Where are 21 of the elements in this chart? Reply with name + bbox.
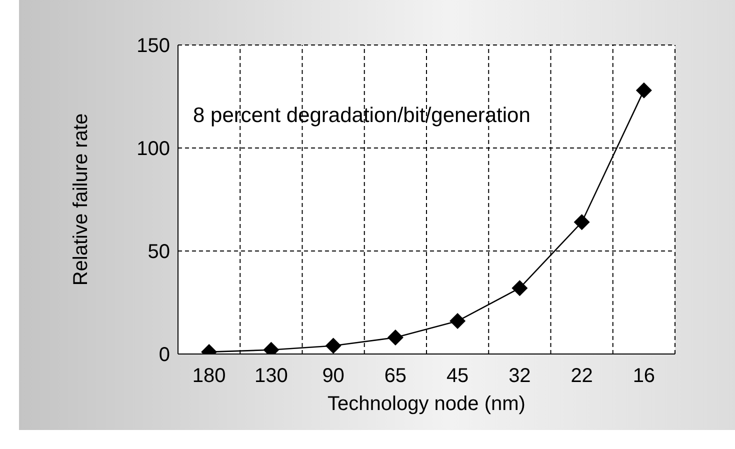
annotation: 8 percent degradation/bit/generation xyxy=(193,104,530,128)
point xyxy=(574,214,590,230)
x-tick-label: 90 xyxy=(322,365,344,388)
x-tick-label: 32 xyxy=(508,365,531,388)
x-tick-label: 130 xyxy=(254,365,288,388)
point xyxy=(387,330,404,346)
y-tick-label: 50 xyxy=(148,241,170,264)
x-tick-label: 45 xyxy=(446,365,469,388)
y-tick-label: 0 xyxy=(158,344,170,366)
point xyxy=(512,280,528,296)
x-axis-title: Technology node (nm) xyxy=(328,393,526,415)
x-tick-label: 16 xyxy=(632,365,656,388)
x-tick-label: 65 xyxy=(384,365,407,388)
x-tick-label: 180 xyxy=(192,365,226,388)
point xyxy=(325,338,342,354)
y-tick-label: 100 xyxy=(136,138,170,160)
point xyxy=(450,313,466,330)
y-tick-label: 150 xyxy=(136,35,170,58)
x-tick-label: 22 xyxy=(570,365,593,388)
y-axis-title: Relative failure rate xyxy=(70,113,92,286)
point xyxy=(636,82,652,98)
